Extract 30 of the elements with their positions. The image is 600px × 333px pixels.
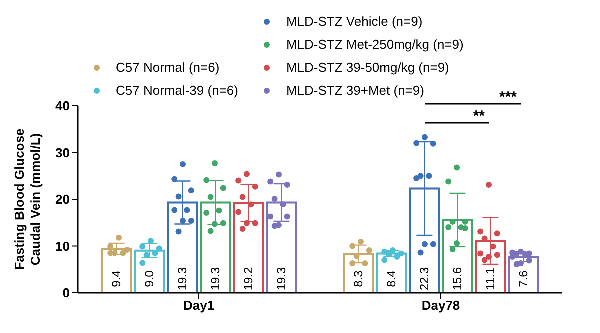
significance-bracket: **	[425, 108, 489, 125]
x-tick-label: Day1	[183, 298, 215, 314]
data-label: 19.2	[242, 267, 256, 291]
annotation: **	[473, 108, 486, 125]
data-label: 19.3	[274, 267, 289, 291]
y-tick-label: 40	[56, 98, 70, 114]
y-axis-title: Fasting Blood Glucose Caudal Vein (mmol/L)	[12, 128, 43, 270]
data-label: 11.1	[484, 267, 498, 290]
data-label: 7.6	[516, 270, 531, 288]
data-label: 9.0	[142, 270, 157, 288]
data-label: 22.3	[418, 267, 432, 291]
significance-bracket: ***	[425, 89, 521, 106]
legend-label: MLD-STZ 39+Met (n=9)	[286, 83, 424, 98]
legend-label: MLD-STZ 39-50mg/kg (n=9)	[286, 60, 450, 75]
x-tick-label: Day78	[422, 298, 460, 314]
legend-label: MLD-STZ Vehicle (n=9)	[286, 14, 423, 29]
data-label: 8.4	[384, 270, 399, 288]
data-label: 9.4	[110, 270, 124, 288]
legend-label: C57 Normal-39 (n=6)	[116, 83, 238, 98]
data-label: 19.3	[208, 267, 223, 291]
legend-label: C57 Normal (n=6)	[116, 60, 220, 75]
legend-label: MLD-STZ Met-250mg/kg (n=9)	[286, 37, 464, 52]
y-tick-label: 10	[56, 238, 70, 254]
y-tick-label: 30	[56, 145, 70, 160]
annotation: ***	[499, 89, 518, 106]
y-tick-label: 20	[56, 192, 70, 208]
data-label: 19.3	[176, 267, 190, 291]
y-tick-label: 0	[62, 286, 70, 301]
data-label: 15.6	[450, 267, 465, 291]
data-label: 8.3	[352, 270, 366, 288]
